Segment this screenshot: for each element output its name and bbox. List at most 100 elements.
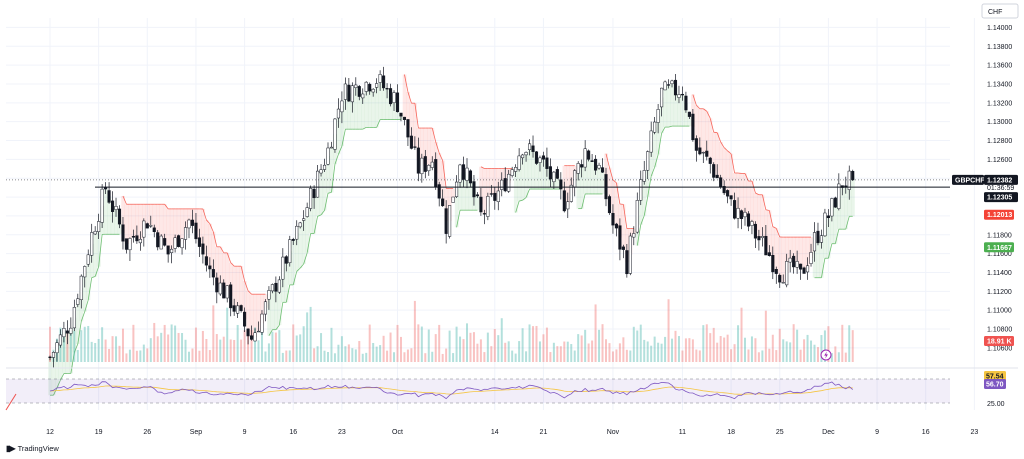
candle-body[interactable] xyxy=(774,269,778,274)
candle-body[interactable] xyxy=(322,164,327,170)
candle-body[interactable] xyxy=(281,256,285,280)
candle-body[interactable] xyxy=(559,179,563,190)
candle-body[interactable] xyxy=(778,274,782,283)
candle-body[interactable] xyxy=(218,282,222,295)
candle-body[interactable] xyxy=(590,160,594,162)
candle-body[interactable] xyxy=(302,218,306,221)
candle-body[interactable] xyxy=(524,152,528,156)
candle-body[interactable] xyxy=(468,170,473,184)
candle-body[interactable] xyxy=(701,152,705,154)
candle-body[interactable] xyxy=(482,213,486,215)
candle-body[interactable] xyxy=(416,147,420,174)
candle-body[interactable] xyxy=(837,183,841,209)
time-axis[interactable]: 12 19 26 Sep 9 16 23 Oct 14 21 Nov 11 18 25 Dec 9 16 23 xyxy=(46,429,978,436)
candle-body[interactable] xyxy=(691,113,695,141)
candle-body[interactable] xyxy=(83,266,87,278)
candle-body[interactable] xyxy=(291,239,295,241)
candle-body[interactable] xyxy=(656,109,660,123)
candle-body[interactable] xyxy=(48,356,52,358)
candle-body[interactable] xyxy=(764,235,768,256)
candle-body[interactable] xyxy=(802,267,806,274)
candle-body[interactable] xyxy=(76,298,80,305)
candle-body[interactable] xyxy=(639,179,643,201)
candle-body[interactable] xyxy=(726,190,730,197)
candle-body[interactable] xyxy=(538,157,542,163)
candle-body[interactable] xyxy=(430,161,434,168)
candle-body[interactable] xyxy=(72,307,76,329)
candle-body[interactable] xyxy=(486,196,490,217)
candle-body[interactable] xyxy=(194,222,198,240)
candle-body[interactable] xyxy=(851,171,855,181)
candle-body[interactable] xyxy=(392,92,396,104)
candle-body[interactable] xyxy=(399,112,403,117)
candle-body[interactable] xyxy=(465,167,469,181)
candle-body[interactable] xyxy=(364,81,368,92)
candle-body[interactable] xyxy=(288,239,292,264)
candle-body[interactable] xyxy=(173,237,177,249)
candle-body[interactable] xyxy=(708,157,712,164)
candle-body[interactable] xyxy=(611,213,615,226)
candle-body[interactable] xyxy=(847,170,851,190)
candle-body[interactable] xyxy=(114,206,118,210)
candle-body[interactable] xyxy=(357,86,361,97)
candle-body[interactable] xyxy=(284,256,288,264)
candle-body[interactable] xyxy=(461,164,466,180)
candle-body[interactable] xyxy=(232,305,236,312)
candle-body[interactable] xyxy=(65,330,69,334)
candle-body[interactable] xyxy=(368,83,372,92)
candle-body[interactable] xyxy=(135,235,139,242)
candle-body[interactable] xyxy=(375,83,379,88)
candle-body[interactable] xyxy=(569,184,573,202)
candle-body[interactable] xyxy=(555,169,559,179)
candle-body[interactable] xyxy=(489,193,493,195)
candle-body[interactable] xyxy=(246,328,250,337)
candle-body[interactable] xyxy=(270,284,274,292)
candle-body[interactable] xyxy=(406,119,410,138)
candle-body[interactable] xyxy=(333,118,337,150)
candle-body[interactable] xyxy=(548,166,552,180)
candle-body[interactable] xyxy=(621,246,625,250)
candle-body[interactable] xyxy=(277,279,281,293)
candle-body[interactable] xyxy=(552,171,556,183)
candle-body[interactable] xyxy=(698,147,702,155)
candle-body[interactable] xyxy=(100,188,104,223)
candle-body[interactable] xyxy=(500,179,504,190)
candle-body[interactable] xyxy=(646,151,650,171)
candle-body[interactable] xyxy=(149,225,153,227)
candle-body[interactable] xyxy=(423,156,427,172)
candle-body[interactable] xyxy=(705,150,709,157)
candle-body[interactable] xyxy=(354,84,358,89)
candle-body[interactable] xyxy=(635,200,639,233)
candle-body[interactable] xyxy=(361,93,365,99)
candle-body[interactable] xyxy=(117,208,122,225)
candle-body[interactable] xyxy=(86,254,90,265)
candle-body[interactable] xyxy=(788,257,792,263)
candle-body[interactable] xyxy=(583,148,587,168)
candle-body[interactable] xyxy=(594,158,598,171)
candle-body[interactable] xyxy=(475,194,479,197)
candle-body[interactable] xyxy=(138,238,142,244)
candle-body[interactable] xyxy=(437,184,441,199)
candle-body[interactable] xyxy=(385,88,389,90)
candle-body[interactable] xyxy=(163,238,167,246)
candle-body[interactable] xyxy=(757,236,761,241)
candle-body[interactable] xyxy=(743,211,747,218)
candle-body[interactable] xyxy=(256,330,261,333)
candle-body[interactable] xyxy=(326,147,330,165)
candle-body[interactable] xyxy=(253,332,257,342)
candle-body[interactable] xyxy=(667,84,671,86)
candle-body[interactable] xyxy=(458,164,462,183)
candle-body[interactable] xyxy=(799,263,803,270)
candle-body[interactable] xyxy=(733,200,737,219)
candle-body[interactable] xyxy=(607,196,612,214)
candle-body[interactable] xyxy=(670,80,674,85)
candle-body[interactable] xyxy=(809,252,813,264)
candle-body[interactable] xyxy=(573,170,577,188)
candles[interactable] xyxy=(48,66,855,368)
candle-body[interactable] xyxy=(562,190,566,212)
candle-body[interactable] xyxy=(131,235,135,238)
candle-body[interactable] xyxy=(420,157,424,175)
candle-body[interactable] xyxy=(183,227,188,240)
candle-body[interactable] xyxy=(521,154,525,159)
candle-body[interactable] xyxy=(201,243,205,255)
